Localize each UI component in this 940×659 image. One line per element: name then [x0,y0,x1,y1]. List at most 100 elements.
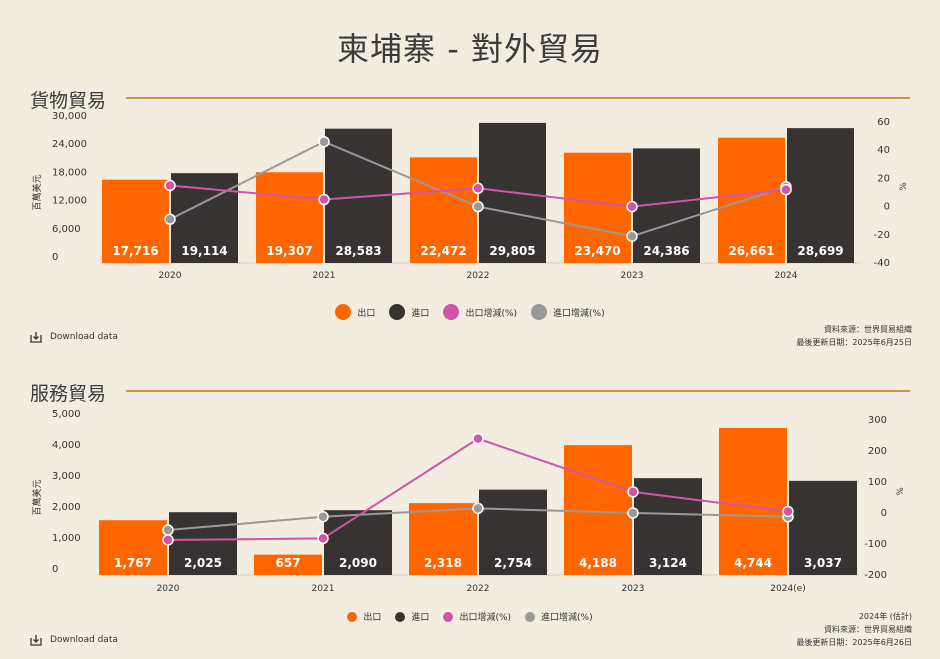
export-bar [254,554,322,575]
y2-axis-title: % [899,182,909,191]
export-growth-point [164,179,176,192]
export-bar [718,137,785,263]
y-axis-title: 百萬美元 [31,479,43,515]
legend-swatch [525,611,536,622]
import-growth-point [472,200,484,213]
x-category-label: 2022 [467,271,490,281]
services-section-rule [126,390,910,392]
export-bar [564,445,632,575]
import-value-label: 2,090 [339,556,377,570]
y2-tick-label: -200 [864,570,887,581]
services-source-line: 資料來源：世界貿易組織 [824,625,912,634]
legend-item[interactable]: 出口增減(%) [443,610,511,623]
export-growth-point [780,183,792,196]
legend-item[interactable]: 出口增減(%) [443,304,517,320]
import-growth-point [318,135,330,148]
goods-source: 資料來源：世界貿易組織 最後更新日期：2025年6月25日 [796,323,912,349]
x-category-label: 2023 [621,271,644,281]
legend-item[interactable]: 進口 [389,304,429,320]
export-growth-point [162,534,174,546]
services-estimate-note: 2024年 (估計) [858,612,912,621]
export-value-label: 4,744 [734,556,772,570]
legend-item[interactable]: 進口增減(%) [531,304,605,320]
legend-label: 出口 [363,613,382,623]
import-value-label: 3,037 [804,556,842,570]
export-growth-point [627,486,639,498]
y2-tick-label: 200 [868,446,887,457]
export-growth-point [782,505,794,518]
y-axis-title: 百萬美元 [31,174,43,210]
goods-download-button[interactable]: Download data [30,331,118,343]
export-value-label: 657 [275,556,300,570]
import-value-label: 19,114 [181,244,227,258]
export-value-label: 26,661 [728,244,774,258]
y2-tick-label: 0 [881,508,887,519]
legend-item[interactable]: 進口 [395,610,429,623]
services-legend: 出口 進口 出口增減(%) 進口增減(%) [0,610,940,623]
export-bar [564,152,631,263]
export-value-label: 4,188 [579,556,617,570]
import-value-label: 28,699 [797,244,843,258]
import-bar [787,128,854,263]
y-tick-label: 5,000 [52,409,81,420]
y2-tick-label: -20 [874,230,890,241]
export-value-label: 2,318 [424,556,462,570]
x-category-label: 2020 [159,271,182,281]
legend-label: 進口增減(%) [541,613,593,623]
goods-download-label: Download data [50,332,118,342]
import-value-label: 3,124 [649,556,687,570]
y-tick-label: 24,000 [52,139,87,150]
y2-tick-label: 0 [884,202,890,213]
import-growth-point [317,510,329,523]
goods-legend: 出口 進口 出口增減(%) 進口增減(%) [0,304,940,320]
export-growth-point [472,182,484,195]
export-bar [99,520,167,575]
legend-label: 出口增減(%) [459,613,512,623]
import-value-label: 29,805 [489,244,535,258]
y-tick-label: 30,000 [52,111,87,122]
export-bar [256,172,323,263]
export-value-label: 23,470 [574,244,620,258]
export-growth-point [317,532,329,545]
legend-label: 進口增減(%) [553,308,605,319]
x-category-label: 2024(e) [770,584,805,594]
legend-item[interactable]: 出口 [347,610,381,623]
legend-swatch [443,304,460,320]
y-tick-label: 0 [52,252,58,263]
export-bar [410,157,477,263]
legend-item[interactable]: 進口增減(%) [525,610,593,623]
import-growth-point [162,524,174,536]
import-value-label: 28,583 [335,244,381,258]
services-source: 2024年 (估計) 資料來源：世界貿易組織 最後更新日期：2025年6月26日 [796,610,912,649]
services-section-title: 服務貿易 [30,383,107,405]
export-value-label: 1,767 [114,556,152,570]
goods-source-line: 資料來源：世界貿易組織 [824,325,912,334]
y2-tick-label: 40 [877,145,890,156]
export-growth-point [472,432,484,445]
import-growth-point [164,213,176,226]
goods-trade-chart: 0 6,000 12,000 18,000 24,000 30,000 -40 -20 0 20 4… [31,111,909,281]
import-bar [479,489,547,575]
legend-label: 出口 [357,308,376,319]
services-download-button[interactable]: Download data [30,634,118,646]
y2-tick-label: -40 [874,258,890,269]
x-category-label: 2022 [467,584,490,594]
y-tick-label: 18,000 [52,167,87,178]
page-title: 柬埔寨 - 對外貿易 [337,30,603,68]
services-download-label: Download data [50,635,118,645]
legend-item[interactable]: 出口 [335,304,375,320]
x-category-label: 2020 [157,584,180,594]
export-value-label: 19,307 [266,244,312,258]
y2-tick-label: 60 [877,117,890,128]
x-category-label: 2021 [312,584,335,594]
legend-swatch [443,611,454,622]
y-tick-label: 3,000 [52,471,81,482]
import-bar [324,510,392,575]
legend-label: 進口 [411,613,430,623]
x-category-label: 2023 [622,584,645,594]
import-bar [789,480,857,575]
export-bar [102,179,169,263]
y-tick-label: 1,000 [52,533,81,544]
y-tick-label: 4,000 [52,440,81,451]
y2-tick-label: 20 [877,173,890,184]
